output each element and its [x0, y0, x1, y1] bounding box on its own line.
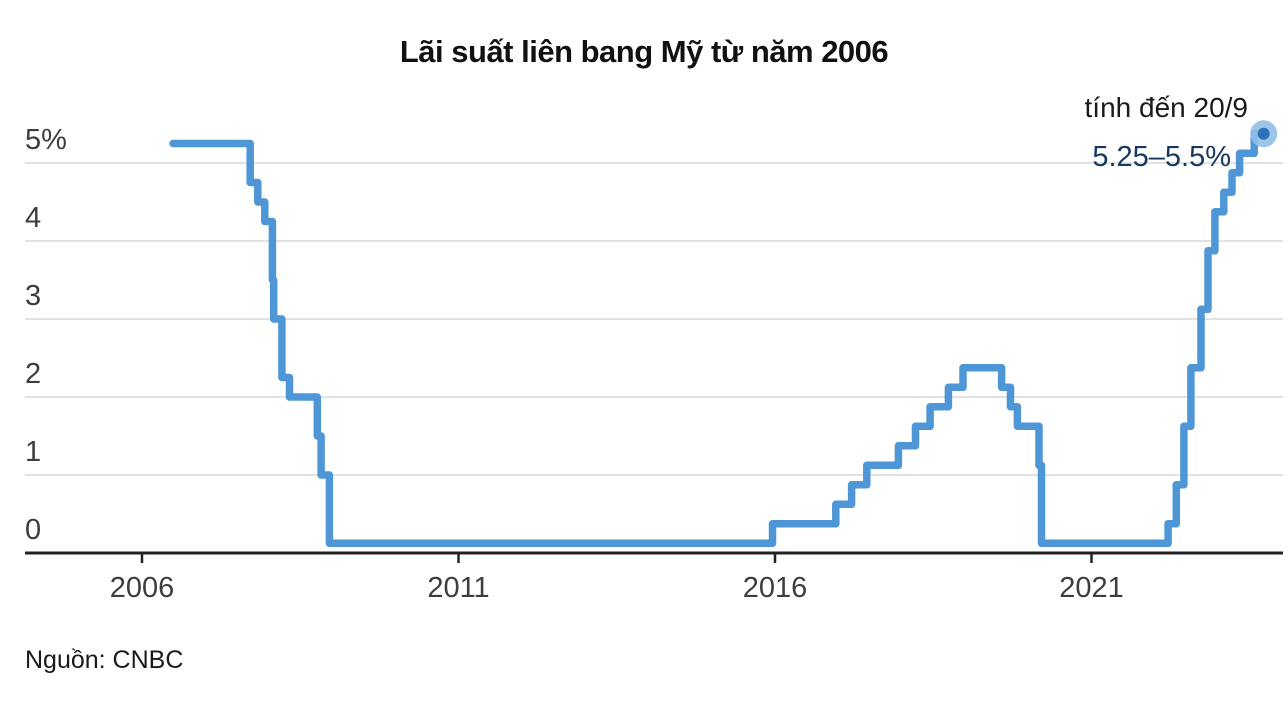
annotation-as-of-date: tính đến 20/9	[1084, 92, 1248, 123]
x-tick-label-2021: 2021	[1059, 572, 1124, 604]
y-tick-label-2: 2	[25, 358, 42, 390]
y-tick-label-0: 0	[25, 514, 42, 546]
x-tick-label-2006: 2006	[109, 572, 175, 604]
y-tick-label-1: 1	[25, 436, 42, 468]
x-tick-label-2016: 2016	[742, 572, 808, 604]
y-tick-label-5: 5%	[25, 124, 67, 156]
annotation-current-rate: 5.25–5.5%	[1092, 141, 1231, 173]
fed-funds-rate-line	[169, 130, 1268, 548]
x-tick-label-2011: 2011	[427, 572, 490, 604]
source-note: Nguồn: CNBC	[25, 646, 184, 674]
chart-title: Lãi suất liên bang Mỹ từ năm 2006	[399, 34, 889, 69]
y-tick-label-4: 4	[25, 202, 42, 234]
endpoint-marker-dot	[1257, 127, 1270, 140]
y-tick-label-3: 3	[25, 280, 42, 312]
